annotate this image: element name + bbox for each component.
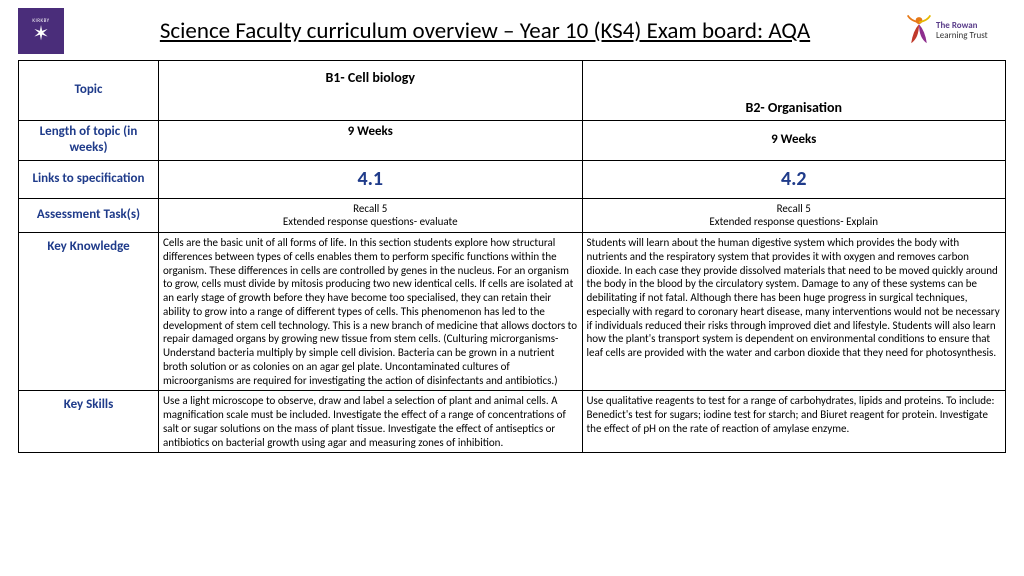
topic-b1-header: B1- Cell biology — [159, 61, 583, 121]
row-label-assessment: Assessment Task(s) — [19, 198, 159, 233]
length-b1: 9 Weeks — [159, 121, 583, 161]
spec-b1: 4.1 — [159, 160, 583, 198]
length-b2: 9 Weeks — [582, 121, 1006, 161]
page-header: KIRKBY ✶ Science Faculty curriculum over… — [18, 8, 1006, 54]
assessment-b2-line2: Extended response questions- Explain — [587, 215, 1002, 229]
school-logo: KIRKBY ✶ — [18, 8, 64, 54]
assessment-b1: Recall 5 Extended response questions- ev… — [159, 198, 583, 233]
curriculum-table: Topic B1- Cell biology B2- Organisation … — [18, 60, 1006, 453]
row-label-spec: Links to specification — [19, 160, 159, 198]
skills-b1: Use a light microscope to observe, draw … — [159, 391, 583, 453]
spec-b2: 4.2 — [582, 160, 1006, 198]
trust-logo: The Rowan Learning Trust — [906, 9, 1006, 53]
knowledge-b1: Cells are the basic unit of all forms of… — [159, 233, 583, 391]
assessment-b2: Recall 5 Extended response questions- Ex… — [582, 198, 1006, 233]
trust-logo-text: The Rowan Learning Trust — [936, 21, 988, 41]
row-label-topic: Topic — [19, 61, 159, 121]
knowledge-b2: Students will learn about the human dige… — [582, 233, 1006, 391]
skills-b2: Use qualitative reagents to test for a r… — [582, 391, 1006, 453]
assessment-b1-line2: Extended response questions- evaluate — [163, 215, 578, 229]
row-label-skills: Key Skills — [19, 391, 159, 453]
trust-name-line2: Learning Trust — [936, 31, 988, 41]
person-icon — [906, 12, 932, 50]
table-row: Key Skills Use a light microscope to obs… — [19, 391, 1006, 453]
assessment-b2-line1: Recall 5 — [587, 202, 1002, 216]
table-row: Links to specification 4.1 4.2 — [19, 160, 1006, 198]
topic-b2-header: B2- Organisation — [582, 61, 1006, 121]
table-row: Length of topic (in weeks) 9 Weeks 9 Wee… — [19, 121, 1006, 161]
star-icon: ✶ — [33, 24, 50, 44]
page-title: Science Faculty curriculum overview – Ye… — [64, 17, 906, 45]
row-label-length: Length of topic (in weeks) — [19, 121, 159, 161]
row-label-knowledge: Key Knowledge — [19, 233, 159, 391]
table-row: Assessment Task(s) Recall 5 Extended res… — [19, 198, 1006, 233]
table-row: Key Knowledge Cells are the basic unit o… — [19, 233, 1006, 391]
table-row: Topic B1- Cell biology B2- Organisation — [19, 61, 1006, 121]
assessment-b1-line1: Recall 5 — [163, 202, 578, 216]
